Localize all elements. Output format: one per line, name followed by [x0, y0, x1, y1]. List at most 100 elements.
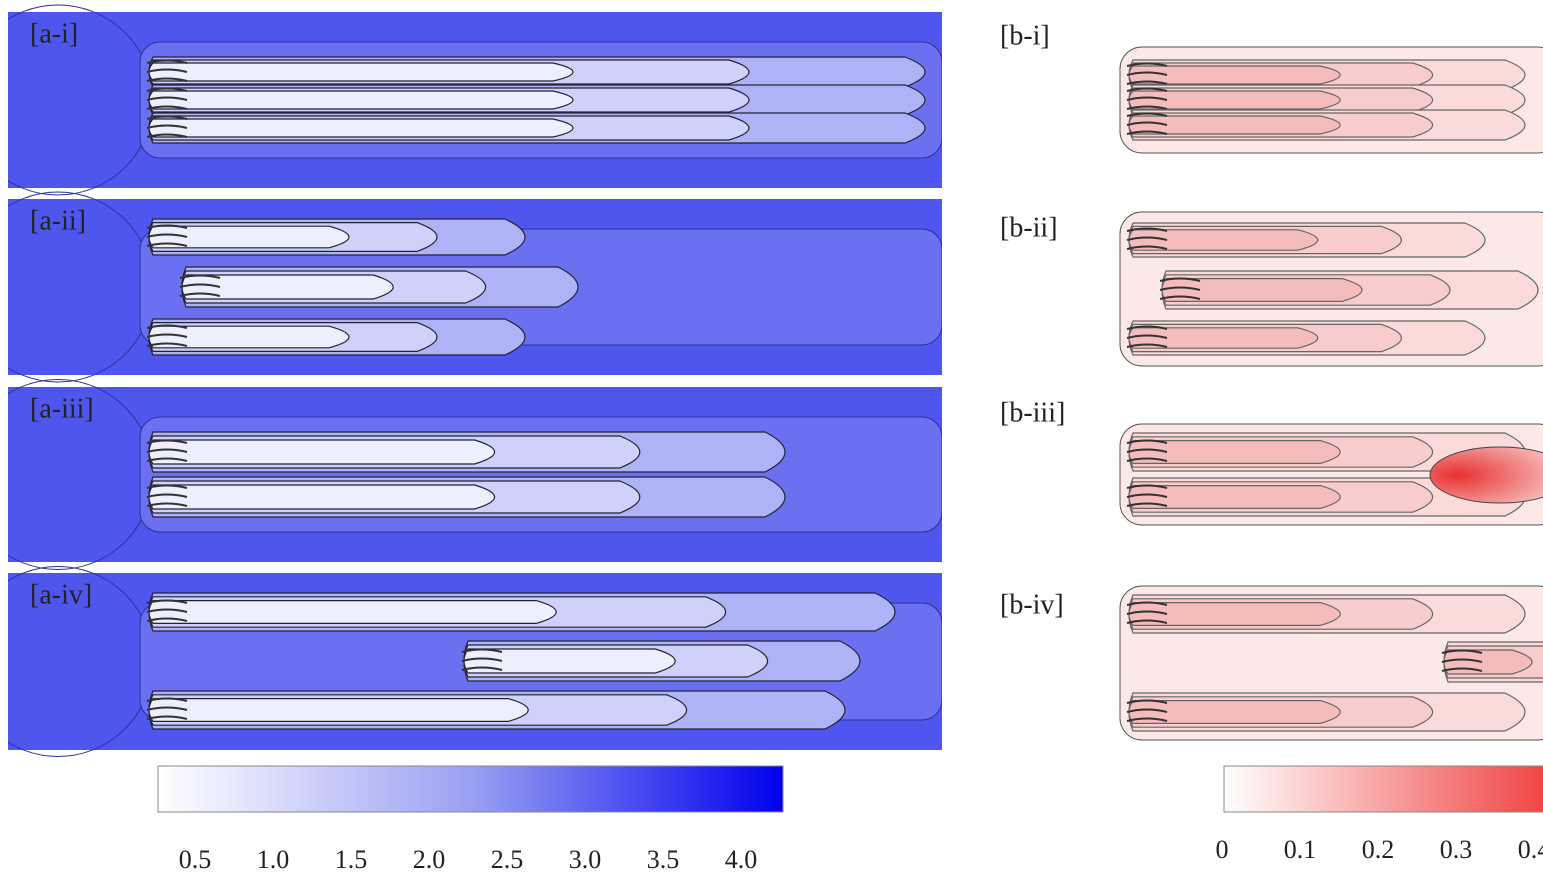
contour [1128, 327, 1319, 349]
panel: [a-i] [8, 4, 942, 196]
nozzle [146, 324, 188, 329]
colorbar-tick-label: 0.2 [1362, 835, 1395, 864]
nozzle [179, 292, 221, 297]
nozzle [146, 457, 188, 462]
nozzle [146, 608, 188, 613]
colorbar-tick-label: 0.3 [1440, 835, 1473, 864]
nozzle [179, 283, 221, 288]
contour [148, 118, 574, 138]
contour [463, 648, 676, 674]
panel: [a-iii] [8, 379, 942, 570]
nozzle [1126, 325, 1168, 330]
contour [148, 698, 529, 722]
colorbar-tick-label: 0 [1216, 835, 1229, 864]
panel: [a-ii] [8, 191, 942, 383]
contour [1128, 700, 1341, 724]
contour [148, 484, 496, 510]
contour [1128, 115, 1341, 135]
nozzle [1126, 334, 1168, 339]
nozzle [461, 657, 503, 662]
nozzle [146, 87, 188, 92]
nozzle [146, 342, 188, 347]
colorbar-tick-label: 0.1 [1284, 835, 1317, 864]
colorbar-tick-label: 1.5 [335, 845, 368, 874]
panel-label: [b-ii] [1000, 212, 1058, 243]
nozzle [1126, 493, 1168, 498]
nozzle [1126, 227, 1168, 232]
contour [148, 600, 557, 624]
colorbar [157, 765, 784, 813]
nozzle [1126, 71, 1168, 76]
nozzle [146, 448, 188, 453]
contour [1128, 485, 1341, 509]
nozzle [1126, 439, 1168, 444]
colorbar-tick-label: 2.5 [491, 845, 524, 874]
panel-label: [a-iii] [30, 393, 94, 424]
nozzle [146, 224, 188, 229]
nozzle [146, 133, 188, 138]
nozzle [146, 617, 188, 622]
nozzle [461, 666, 503, 671]
nozzle [1159, 286, 1201, 291]
contour [148, 439, 496, 465]
panel-label: [a-i] [30, 18, 78, 49]
contour [181, 274, 394, 300]
colorbar-tick-label: 0.5 [179, 845, 212, 874]
nozzle [1126, 699, 1168, 704]
nozzle [1126, 457, 1168, 462]
nozzle [146, 493, 188, 498]
nozzle [1126, 610, 1168, 615]
nozzle [146, 697, 188, 702]
nozzle [1126, 121, 1168, 126]
panel-label: [b-i] [1000, 20, 1050, 51]
panel-label: [b-iv] [1000, 589, 1064, 620]
nozzle [146, 68, 188, 73]
contour [148, 325, 350, 349]
nozzle [146, 599, 188, 604]
nozzle [146, 77, 188, 82]
panel-label: [a-iv] [30, 579, 92, 610]
nozzle [1126, 448, 1168, 453]
nozzle [1126, 601, 1168, 606]
hot-spot [1429, 446, 1543, 504]
colorbar-tick-label: 3.0 [569, 845, 602, 874]
contour [148, 90, 574, 110]
colorbar [1223, 765, 1543, 813]
nozzle [1126, 236, 1168, 241]
nozzle [146, 105, 188, 110]
colorbar-tick-label: 3.5 [647, 845, 680, 874]
contour [1128, 440, 1341, 464]
contour [148, 225, 350, 249]
nozzle [1441, 649, 1483, 654]
nozzle [1126, 619, 1168, 624]
nozzle [1126, 343, 1168, 348]
panel: [b-i] [1000, 20, 1543, 154]
nozzle [146, 502, 188, 507]
nozzle [1126, 130, 1168, 135]
nozzle [146, 439, 188, 444]
nozzle [1126, 96, 1168, 101]
nozzle [1126, 484, 1168, 489]
contour [1443, 649, 1533, 675]
nozzle [146, 124, 188, 129]
nozzle [1126, 708, 1168, 713]
nozzle [146, 233, 188, 238]
nozzle [146, 333, 188, 338]
nozzle [146, 715, 188, 720]
colorbar-tick-label: 4.0 [725, 845, 758, 874]
nozzle [146, 96, 188, 101]
nozzle [146, 706, 188, 711]
nozzle [1159, 277, 1201, 282]
contour [148, 62, 574, 82]
nozzle [1126, 112, 1168, 117]
nozzle [1126, 717, 1168, 722]
contour [1161, 278, 1363, 302]
contour [1128, 602, 1341, 626]
panel: [b-iii] [1000, 397, 1543, 526]
colorbar-tick-label: 2.0 [413, 845, 446, 874]
nozzle [1159, 295, 1201, 300]
contour [1128, 65, 1341, 85]
contour [1128, 229, 1319, 251]
nozzle [1126, 502, 1168, 507]
